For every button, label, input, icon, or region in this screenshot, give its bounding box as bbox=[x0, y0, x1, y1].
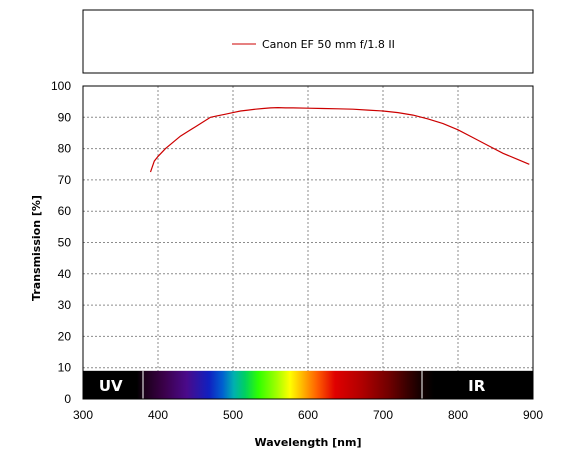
x-tick-label: 500 bbox=[223, 408, 243, 422]
y-tick-label: 100 bbox=[51, 79, 71, 93]
grid-lines bbox=[83, 86, 533, 399]
x-tick-label: 300 bbox=[73, 408, 93, 422]
series-line-canon-ef-50mm bbox=[149, 106, 530, 173]
y-tick-label: 50 bbox=[58, 236, 72, 250]
y-tick-label: 70 bbox=[58, 173, 72, 187]
x-tick-label: 800 bbox=[448, 408, 468, 422]
legend-series-label: Canon EF 50 mm f/1.8 II bbox=[262, 38, 395, 51]
tick-labels: 300 400 500 600 700 800 900 0 10 20 30 40 50 60 70 80 90… bbox=[51, 79, 543, 422]
y-tick-label: 60 bbox=[58, 204, 72, 218]
x-tick-label: 900 bbox=[523, 408, 543, 422]
y-tick-label: 10 bbox=[58, 361, 72, 375]
plot-frame bbox=[82, 85, 534, 400]
spectrum-band bbox=[83, 370, 533, 399]
ir-label: IR bbox=[468, 377, 486, 395]
x-tick-label: 400 bbox=[148, 408, 168, 422]
x-axis-title: Wavelength [nm] bbox=[255, 436, 362, 449]
plot-area: UV IR 300 400 500 600 700 800 900 0 10 20 30 40 50 60… bbox=[51, 79, 543, 422]
x-tick-label: 700 bbox=[373, 408, 393, 422]
uv-label: UV bbox=[99, 377, 123, 395]
y-tick-label: 90 bbox=[58, 110, 72, 124]
y-tick-label: 0 bbox=[64, 392, 71, 406]
y-tick-label: 40 bbox=[58, 267, 72, 281]
y-tick-label: 20 bbox=[58, 329, 72, 343]
x-tick-label: 600 bbox=[298, 408, 318, 422]
y-tick-label: 80 bbox=[58, 142, 72, 156]
legend-box bbox=[82, 9, 534, 74]
y-tick-label: 30 bbox=[58, 298, 72, 312]
y-axis-title: Transmission [%] bbox=[30, 195, 43, 301]
